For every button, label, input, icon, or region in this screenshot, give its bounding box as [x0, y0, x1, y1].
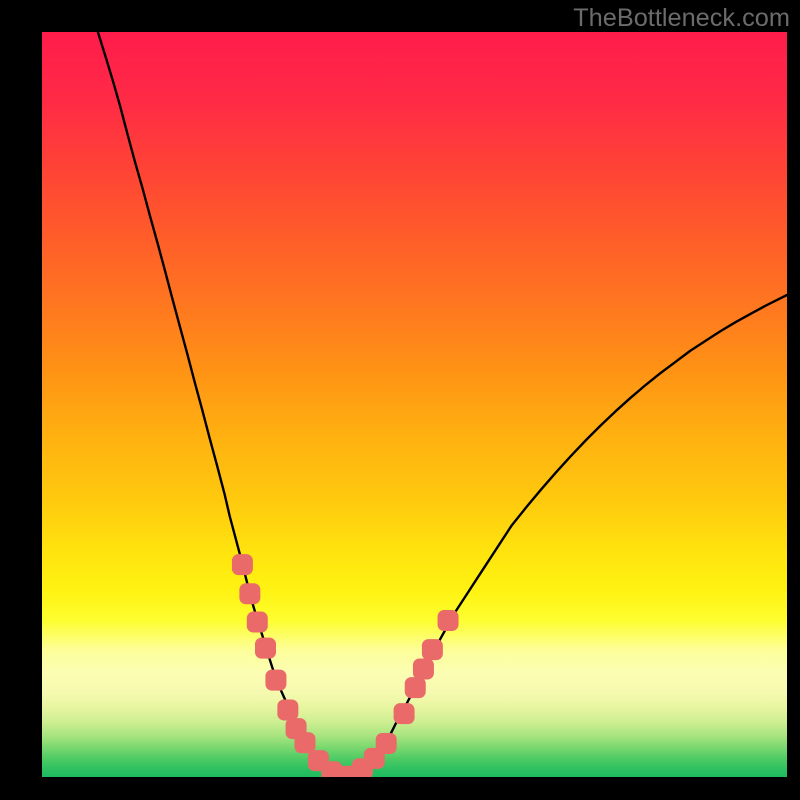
marker	[256, 638, 276, 658]
marker	[376, 733, 396, 753]
marker	[413, 659, 433, 679]
marker	[438, 611, 458, 631]
watermark-text: TheBottleneck.com	[573, 4, 790, 33]
marker	[232, 555, 252, 575]
marker	[278, 700, 298, 720]
marker	[247, 612, 267, 632]
marker	[266, 670, 286, 690]
marker	[295, 733, 315, 753]
marker	[422, 640, 442, 660]
marker	[240, 584, 260, 604]
bottleneck-chart	[42, 32, 787, 777]
marker	[405, 678, 425, 698]
marker	[394, 704, 414, 724]
chart-stage: TheBottleneck.com	[0, 0, 800, 800]
